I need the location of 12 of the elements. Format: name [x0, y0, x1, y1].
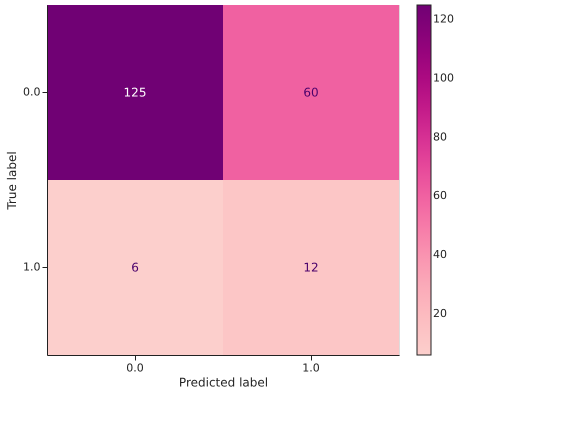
color-bar-label: 40: [433, 248, 447, 261]
data-label: 6: [131, 260, 139, 274]
data-label: 12: [303, 260, 319, 274]
color-bar-label: 100: [433, 72, 454, 85]
data-label: 125: [124, 86, 146, 100]
data-label: 60: [303, 86, 319, 100]
x-axis-title: Predicted label: [178, 376, 268, 390]
color-bar-label: 120: [433, 12, 454, 26]
color-bar-label: 60: [433, 189, 447, 202]
y-axis-title: True label: [5, 151, 20, 211]
color-bar-label: 20: [433, 306, 447, 320]
color-bar-label: 80: [433, 130, 447, 144]
